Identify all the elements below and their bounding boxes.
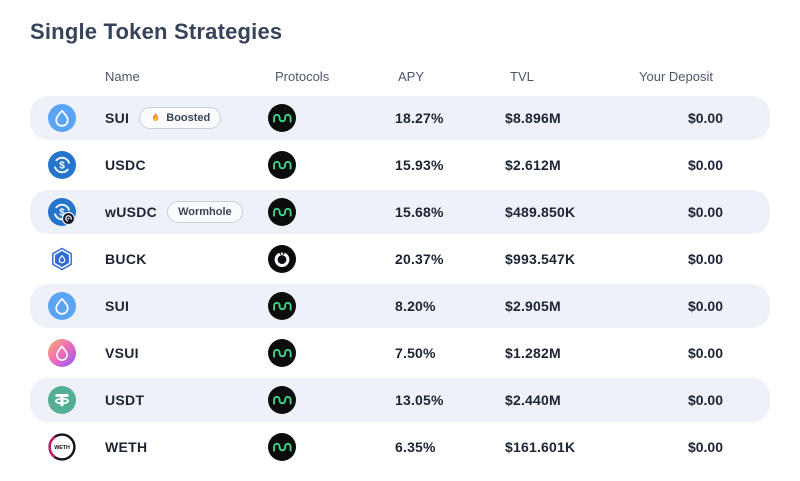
column-header-tvl: TVL [510, 69, 534, 85]
token-badge: Wormhole [167, 201, 243, 223]
token-name: SUI [105, 297, 130, 314]
tvl-value: $8.896M [505, 109, 561, 126]
mmt-protocol-icon [268, 385, 296, 414]
sui-token-icon [48, 103, 76, 132]
apy-value: 18.27% [395, 109, 444, 126]
tvl-value: $489.850K [505, 203, 576, 220]
mmt-protocol-icon [268, 150, 296, 179]
token-name: VSUI [105, 344, 139, 361]
buck-token-icon [48, 245, 76, 273]
table-header-row: Name Protocols APY TVL Your Deposit [30, 67, 770, 87]
strategy-row-usdc[interactable]: $ USDC 15.93% $2.612M $0.00 [30, 143, 770, 187]
token-name: SUI [105, 109, 130, 126]
apy-value: 8.20% [395, 297, 436, 314]
strategies-table: SUI Boosted 18.27% $8.896M $0.00 $ USDC … [30, 95, 770, 469]
token-name: BUCK [105, 250, 147, 267]
token-badge: Boosted [139, 107, 222, 129]
column-header-your-deposit: Your Deposit [639, 69, 713, 85]
strategy-row-vsui[interactable]: VSUI 7.50% $1.282M $0.00 [30, 331, 770, 375]
tvl-value: $993.547K [505, 250, 576, 267]
column-header-name: Name [105, 69, 140, 85]
token-name: WETH [105, 438, 148, 455]
token-name: USDC [105, 156, 146, 173]
mmt-protocol-icon [268, 197, 296, 226]
deposit-value: $0.00 [687, 438, 723, 455]
svg-text:$: $ [59, 207, 65, 218]
deposit-value: $0.00 [687, 156, 723, 173]
token-name: wUSDC [105, 203, 158, 220]
vsui-token-icon [48, 338, 76, 367]
apy-value: 15.68% [395, 203, 444, 220]
tvl-value: $1.282M [505, 344, 561, 361]
badge-label: Wormhole [178, 205, 232, 218]
mmt-protocol-icon [268, 338, 296, 367]
apy-value: 6.35% [395, 438, 436, 455]
tvl-value: $2.905M [505, 297, 561, 314]
apy-value: 13.05% [395, 391, 444, 408]
mmt-protocol-icon [268, 291, 296, 320]
apy-value: 7.50% [395, 344, 436, 361]
deposit-value: $0.00 [687, 391, 723, 408]
token-name: USDT [105, 391, 145, 408]
strategy-row-sui[interactable]: SUI Boosted 18.27% $8.896M $0.00 [30, 95, 770, 140]
strategy-row-wusdc[interactable]: $ wUSDC Wormhole 15.68% $489.850K $0.00 [30, 189, 770, 234]
page-title: Single Token Strategies [30, 19, 283, 44]
tvl-value: $161.601K [505, 438, 576, 455]
usdc-token-icon: $ [48, 150, 76, 179]
strategy-row-weth[interactable]: WETH WETH 6.35% $161.601K $0.00 [30, 425, 770, 469]
deposit-value: $0.00 [687, 297, 723, 314]
mmt-protocol-icon [268, 103, 296, 132]
column-header-protocols: Protocols [275, 69, 330, 85]
badge-label: Boosted [166, 111, 211, 124]
mmt-protocol-icon [268, 432, 296, 461]
deposit-value: $0.00 [687, 109, 723, 126]
tvl-value: $2.612M [505, 156, 561, 173]
weth-token-icon: WETH [48, 433, 76, 461]
sui-token-icon [48, 291, 76, 320]
svg-text:$: $ [59, 160, 65, 171]
column-header-apy: APY [398, 69, 425, 85]
deposit-value: $0.00 [687, 250, 723, 267]
svg-text:WETH: WETH [54, 445, 70, 451]
deposit-value: $0.00 [687, 203, 723, 220]
strategy-row-sui[interactable]: SUI 8.20% $2.905M $0.00 [30, 283, 770, 328]
strategy-row-buck[interactable]: BUCK 20.37% $993.547K $0.00 [30, 237, 770, 281]
bucket-protocol-icon [268, 244, 296, 273]
flame-icon [150, 111, 161, 124]
deposit-value: $0.00 [687, 344, 723, 361]
strategy-row-usdt[interactable]: USDT 13.05% $2.440M $0.00 [30, 377, 770, 422]
apy-value: 20.37% [395, 250, 444, 267]
tvl-value: $2.440M [505, 391, 561, 408]
apy-value: 15.93% [395, 156, 444, 173]
wusdc-token-icon: $ [48, 197, 76, 226]
usdt-token-icon [48, 385, 76, 414]
